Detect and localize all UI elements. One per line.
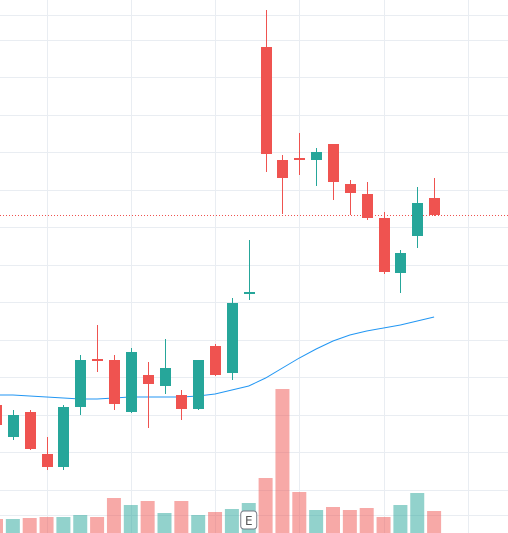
volume-bar xyxy=(376,517,391,533)
candle-body xyxy=(379,218,390,272)
candle-body xyxy=(75,360,86,407)
candle-body xyxy=(429,198,440,215)
candle-body xyxy=(395,253,406,273)
volume-bar xyxy=(106,498,121,533)
volume-bar xyxy=(22,518,37,533)
volume-bar xyxy=(140,501,155,533)
candle-body xyxy=(0,405,2,425)
candle-body xyxy=(143,375,154,384)
volume-bar xyxy=(0,519,3,533)
candle-body xyxy=(92,359,103,361)
volume-bar xyxy=(292,492,307,533)
candle-body xyxy=(8,415,19,437)
volume-bar xyxy=(359,508,374,533)
candle-body xyxy=(277,160,288,178)
volume-bar xyxy=(5,519,20,533)
volume-bar xyxy=(73,515,88,533)
event-marker: E xyxy=(240,510,258,530)
candle-body xyxy=(261,47,272,154)
candle-body xyxy=(193,360,204,409)
volume-bar xyxy=(191,515,206,533)
candle-body xyxy=(311,152,322,160)
volume-bar xyxy=(90,517,105,533)
candle-body xyxy=(109,360,120,404)
volume-bar xyxy=(123,505,138,533)
volume-bar xyxy=(224,509,239,533)
candle-body xyxy=(227,303,238,373)
candle-body xyxy=(362,194,373,218)
volume-bar xyxy=(258,478,273,533)
moving-average-line xyxy=(0,316,435,400)
volume-bar xyxy=(326,507,340,533)
candle-body xyxy=(160,368,171,386)
volume-bar xyxy=(39,517,54,533)
volume-bar xyxy=(393,505,408,533)
event-marker-label: E xyxy=(245,514,253,528)
candle-body xyxy=(412,203,423,236)
volume-bar xyxy=(309,510,324,533)
candle-body xyxy=(58,407,69,467)
volume-bar xyxy=(157,513,172,533)
candle-body xyxy=(210,346,221,375)
candle-body xyxy=(176,395,187,409)
volume-bar xyxy=(427,511,442,533)
event-marker-box xyxy=(240,510,258,530)
candle-body xyxy=(244,292,255,294)
candle-body xyxy=(294,158,305,160)
volume-bar xyxy=(275,389,290,533)
candle-body xyxy=(25,412,36,449)
candle-body xyxy=(42,454,53,467)
candle-body xyxy=(345,184,356,193)
candle-body xyxy=(126,352,137,412)
volume-bar xyxy=(342,510,357,533)
volume-bar xyxy=(410,493,425,533)
volume-bar xyxy=(56,517,71,533)
candle-body xyxy=(328,144,339,182)
volume-bar xyxy=(208,512,223,533)
volume-bar xyxy=(174,501,189,533)
